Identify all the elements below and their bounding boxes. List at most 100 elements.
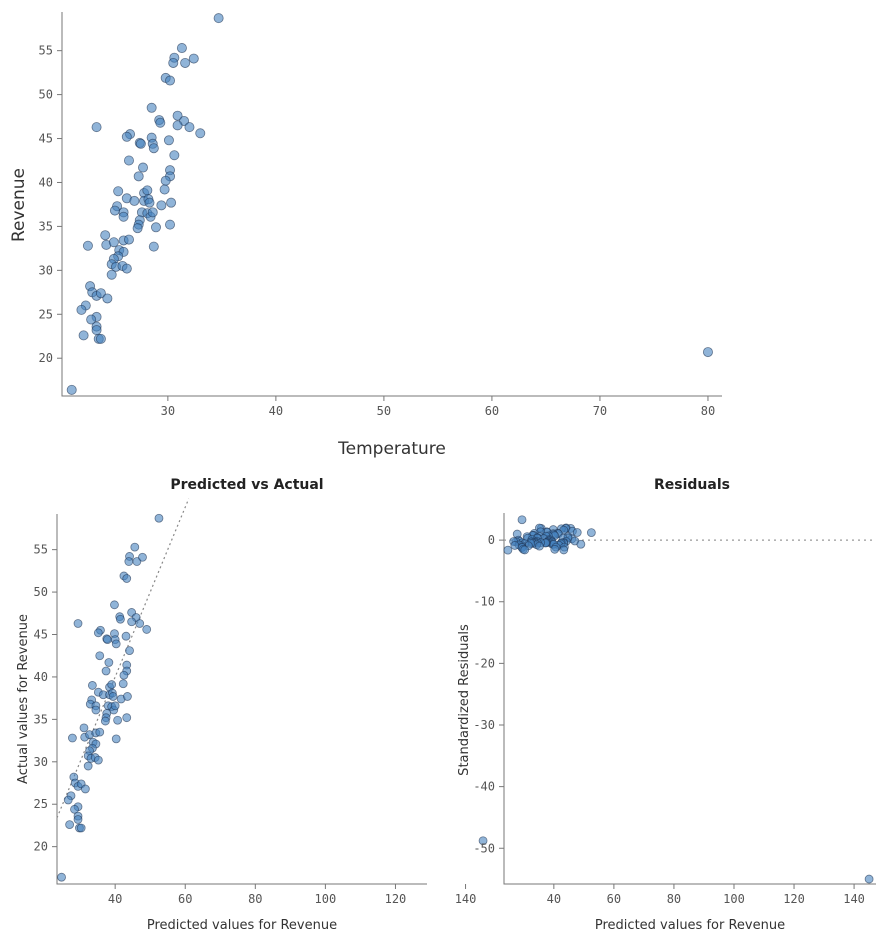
data-point [195,128,206,139]
data-point [148,143,159,154]
data-point [95,333,106,344]
x-axis-label-predicted: Predicted values for Revenue [147,918,337,933]
data-point [150,222,161,233]
data-point [113,186,124,197]
data-point [138,162,149,173]
data-point [118,211,129,222]
x-tick-label: 40 [547,892,561,906]
data-point [155,117,166,128]
data-point [95,288,106,299]
data-point [510,541,520,550]
x-tick-label: 60 [485,404,499,418]
data-point [82,240,93,251]
x-tick-label: 140 [455,892,477,906]
data-point [123,234,134,245]
x-axis-label-temperature: Temperature [337,439,446,459]
y-tick-label: 25 [34,797,48,811]
data-point [116,614,125,624]
y-tick-label: 20 [34,840,48,854]
y-tick-label: 35 [39,219,53,233]
data-point [111,639,121,649]
axes [503,513,876,885]
residuals-chart: 40 60 80 100 120 140 0 -10 -20 -30 -40 -50 [473,513,876,906]
y-tick-label: 45 [34,628,48,642]
data-point [124,557,134,566]
y-tick-label: 25 [39,307,53,321]
y-tick-label: 45 [39,132,53,146]
data-point [122,713,132,723]
data-point [110,701,120,711]
data-point [154,513,164,523]
data-point [121,631,131,641]
x-tick-label: 120 [385,892,407,906]
axes [56,514,427,885]
data-point [168,57,179,68]
x-tick-label: 80 [667,892,681,906]
data-point [73,815,83,824]
data-point [123,155,134,166]
data-point [147,207,158,218]
data-point [63,795,73,805]
data-point [87,681,97,690]
data-point [180,57,191,68]
x-tick-label: 140 [843,892,865,906]
x-tick-label: 100 [723,892,745,906]
data-point [166,197,177,208]
data-point [76,823,86,833]
data-point [76,304,87,315]
data-point [702,347,713,358]
data-point [148,241,159,252]
data-point [113,715,123,725]
data-point [135,138,146,149]
data-point [176,43,187,54]
x-tick-label: 70 [593,404,607,418]
data-point [79,723,89,733]
y-tick-label: -50 [473,841,495,855]
data-point [132,223,143,234]
data-point [66,384,77,395]
y-tick-label: 50 [39,88,53,102]
data-point [68,733,77,743]
y-tick-label: 40 [39,175,53,189]
data-point [121,131,132,142]
y-tick-label: 55 [39,44,53,58]
data-point [172,110,183,121]
data-point [91,705,101,715]
identity-reference-line [56,498,190,819]
data-point [80,784,90,794]
data-point [146,102,157,113]
x-tick-label: 80 [248,892,262,906]
data-point [478,836,488,846]
data-point [864,874,874,884]
data-point [83,761,93,771]
data-point [133,171,144,182]
y-axis-label-actual: Actual values for Revenue [16,614,31,784]
chart-title-predicted-vs-actual: Predicted vs Actual [170,477,323,493]
data-point [101,666,111,676]
data-point [559,545,569,555]
x-axis-label-predicted-residuals: Predicted values for Revenue [595,918,785,933]
data-point [109,205,120,216]
y-tick-label: 40 [34,670,48,684]
x-tick-label: 60 [178,892,192,906]
x-tick-label: 50 [377,404,391,418]
data-point [160,175,171,186]
data-point [127,617,137,627]
x-tick-label: 40 [108,892,122,906]
data-point [144,197,155,208]
x-tick-label: 30 [161,404,175,418]
data-point [78,330,89,341]
data-point [123,692,132,701]
data-point [503,545,513,555]
data-point [188,53,199,64]
y-tick-label: 35 [34,712,48,726]
y-tick-label: 30 [34,755,48,769]
y-tick-label: -40 [473,780,495,794]
x-tick-label: 60 [607,892,621,906]
data-point [138,552,147,562]
data-point [107,680,117,689]
y-tick-label: -30 [473,718,495,732]
y-tick-label: 0 [488,533,495,547]
data-point [57,872,66,882]
data-point [122,574,132,583]
